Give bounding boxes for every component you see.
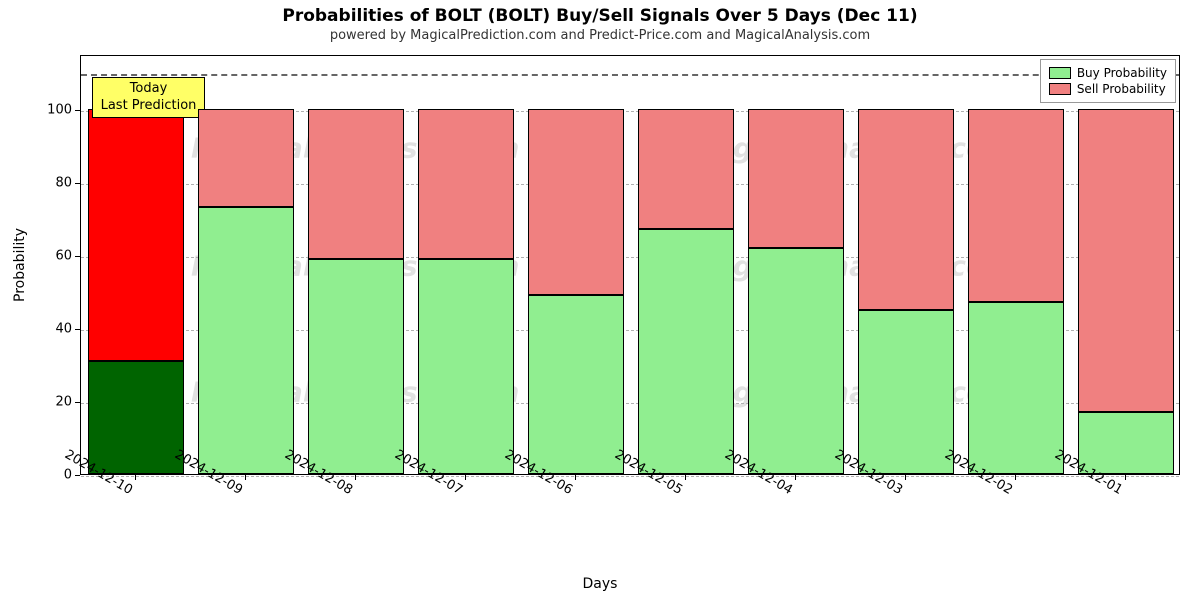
y-tick-label: 0 — [12, 468, 72, 483]
bar-sell — [198, 109, 295, 208]
y-tick-mark — [75, 402, 80, 403]
today-callout: TodayLast Prediction — [92, 77, 206, 118]
bar-sell — [748, 109, 845, 248]
x-tick-mark — [245, 475, 246, 480]
bar-buy — [748, 248, 845, 474]
y-tick-mark — [75, 256, 80, 257]
y-tick-mark — [75, 475, 80, 476]
x-tick-mark — [355, 475, 356, 480]
bar-group — [858, 56, 955, 474]
legend-swatch-buy — [1049, 67, 1071, 79]
bar-sell — [528, 109, 625, 295]
chart-title: Probabilities of BOLT (BOLT) Buy/Sell Si… — [0, 6, 1200, 26]
bar-buy — [1078, 412, 1175, 474]
today-callout-line2: Last Prediction — [101, 98, 197, 114]
legend-swatch-sell — [1049, 83, 1071, 95]
y-tick-label: 40 — [12, 321, 72, 336]
bar-group — [968, 56, 1065, 474]
bar-group — [88, 56, 185, 474]
y-tick-label: 20 — [12, 394, 72, 409]
x-axis-label: Days — [0, 576, 1200, 592]
bar-sell — [88, 109, 185, 361]
bar-buy — [638, 229, 735, 474]
bar-group — [1078, 56, 1175, 474]
plot-area: MagicalAnalysis.comMagicalAnalysis.comMa… — [80, 55, 1180, 475]
legend-label-sell: Sell Probability — [1077, 82, 1166, 96]
bar-group — [198, 56, 295, 474]
bar-sell — [968, 109, 1065, 303]
x-tick-mark — [1125, 475, 1126, 480]
watermark-text: MagicalAnalysis.com — [686, 132, 1014, 165]
x-tick-mark — [905, 475, 906, 480]
y-tick-mark — [75, 183, 80, 184]
bar-group — [308, 56, 405, 474]
chart-container: Probabilities of BOLT (BOLT) Buy/Sell Si… — [0, 0, 1200, 600]
today-callout-line1: Today — [101, 81, 197, 97]
y-tick-mark — [75, 329, 80, 330]
bar-sell — [418, 109, 515, 259]
y-tick-label: 60 — [12, 248, 72, 263]
y-tick-mark — [75, 110, 80, 111]
y-tick-label: 100 — [12, 102, 72, 117]
legend-item-sell: Sell Probability — [1049, 82, 1167, 96]
x-tick-mark — [575, 475, 576, 480]
x-tick-mark — [795, 475, 796, 480]
bar-buy — [198, 207, 295, 474]
bar-sell — [638, 109, 735, 230]
x-tick-mark — [685, 475, 686, 480]
legend: Buy Probability Sell Probability — [1040, 59, 1176, 103]
bar-group — [748, 56, 845, 474]
y-tick-label: 80 — [12, 175, 72, 190]
bar-group — [528, 56, 625, 474]
y-axis-label: Probability — [12, 228, 28, 302]
bar-group — [638, 56, 735, 474]
bar-sell — [1078, 109, 1175, 412]
watermark-text: MagicalAnalysis.com — [686, 250, 1014, 283]
x-tick-mark — [135, 475, 136, 480]
chart-subtitle: powered by MagicalPrediction.com and Pre… — [0, 28, 1200, 43]
legend-label-buy: Buy Probability — [1077, 66, 1167, 80]
x-tick-mark — [465, 475, 466, 480]
legend-item-buy: Buy Probability — [1049, 66, 1167, 80]
x-tick-mark — [1015, 475, 1016, 480]
bar-sell — [858, 109, 955, 310]
bar-sell — [308, 109, 405, 259]
bar-group — [418, 56, 515, 474]
